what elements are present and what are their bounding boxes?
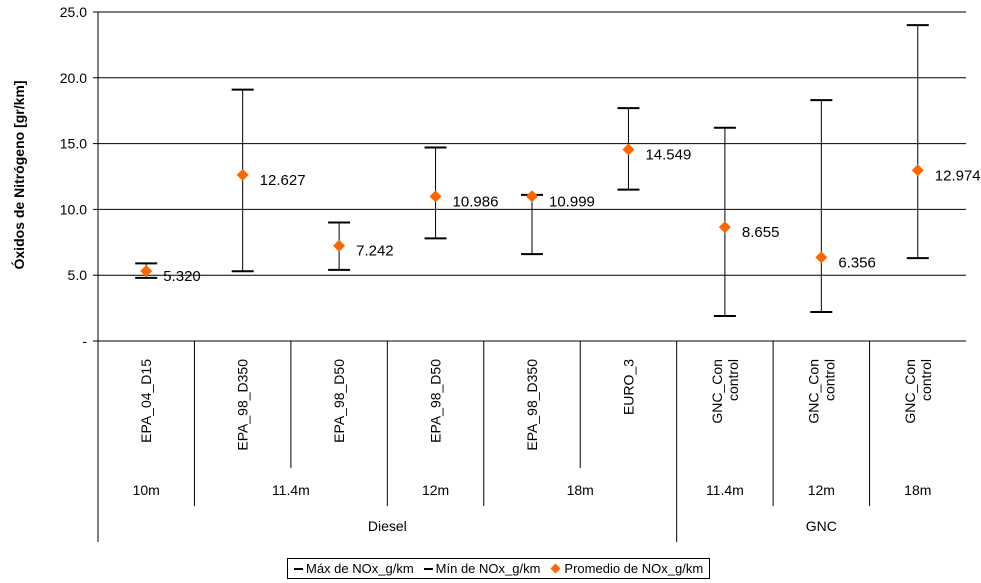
legend: Máx de NOx_g/km Mín de NOx_g/km Promedio… (287, 558, 711, 579)
mean-marker (622, 143, 635, 156)
max-dash-icon (294, 567, 303, 570)
length-group-label: 11.4m (706, 482, 744, 498)
mean-marker (718, 221, 731, 234)
gridlines (93, 11, 966, 342)
category-label: control (918, 359, 934, 401)
category-label: EURO_3 (620, 359, 636, 415)
mean-value-label: 6.356 (838, 254, 876, 271)
category-label: control (821, 359, 837, 401)
mean-marker (815, 251, 828, 264)
fuel-group-label: Diesel (368, 518, 407, 534)
legend-item-mean: Promedio de NOx_g/km (550, 561, 703, 576)
fuel-group-label: GNC (806, 518, 837, 534)
mean-value-label: 12.627 (260, 172, 306, 189)
legend-label-max: Máx de NOx_g/km (306, 561, 414, 576)
mean-value-label: 5.320 (163, 268, 201, 285)
mean-value-label: 10.999 (549, 193, 595, 210)
category-label: EPA_04_D15 (138, 359, 154, 443)
category-label: control (725, 359, 741, 401)
y-tick-label: 15.0 (60, 136, 87, 152)
mean-value-label: 14.549 (645, 147, 691, 164)
mean-value-label: 7.242 (356, 243, 394, 260)
y-tick-label: 10.0 (60, 201, 87, 217)
length-group-label: 18m (567, 482, 594, 498)
mean-value-label: 10.986 (453, 193, 499, 210)
y-tick-label: 5.0 (68, 267, 88, 283)
category-label: EPA_98_D50 (428, 359, 444, 443)
mean-marker (911, 164, 924, 177)
mean-markers: 5.320 12.627 7.242 10.986 10.999 14.549 8.655 6… (140, 143, 981, 285)
category-label: GNC_Con (709, 359, 725, 424)
y-axis-title: Óxidos de Nitrógeno [gr/km] (10, 80, 27, 269)
legend-label-min: Mín de NOx_g/km (435, 561, 541, 576)
mean-diamond-icon (550, 563, 561, 574)
length-group-label: 18m (904, 482, 931, 498)
y-tick-labels: - 5.0 10.0 15.0 20.0 25.0 (60, 4, 88, 349)
y-tick-label: - (82, 333, 87, 349)
mean-marker (236, 168, 249, 181)
length-group-label: 12m (422, 482, 449, 498)
length-group-label: 10m (133, 482, 160, 498)
category-label: EPA_98_D50 (331, 359, 347, 443)
mean-value-label: 8.655 (742, 224, 780, 241)
length-group-label: 12m (808, 482, 835, 498)
min-max-bars (135, 24, 929, 317)
y-tick-label: 25.0 (60, 4, 87, 20)
category-label: GNC_Con (902, 359, 918, 424)
legend-label-mean: Promedio de NOx_g/km (564, 561, 704, 576)
mean-marker (333, 239, 346, 252)
length-group-label: 11.4m (272, 482, 310, 498)
min-dash-icon (423, 567, 433, 570)
mean-value-label: 12.974 (935, 167, 981, 184)
category-label: EPA_98_D350 (524, 359, 540, 451)
legend-item-max: Máx de NOx_g/km (294, 561, 414, 576)
category-label: EPA_98_D350 (235, 359, 251, 451)
category-label: GNC_Con (805, 359, 821, 424)
mean-marker (429, 190, 442, 203)
mean-marker (140, 264, 153, 277)
category-axis: EPA_04_D15 EPA_98_D350 EPA_98_D50 EPA_98_D5… (97, 12, 966, 542)
legend-item-min: Mín de NOx_g/km (423, 561, 541, 576)
mean-marker (526, 190, 538, 203)
y-tick-label: 20.0 (60, 70, 87, 86)
